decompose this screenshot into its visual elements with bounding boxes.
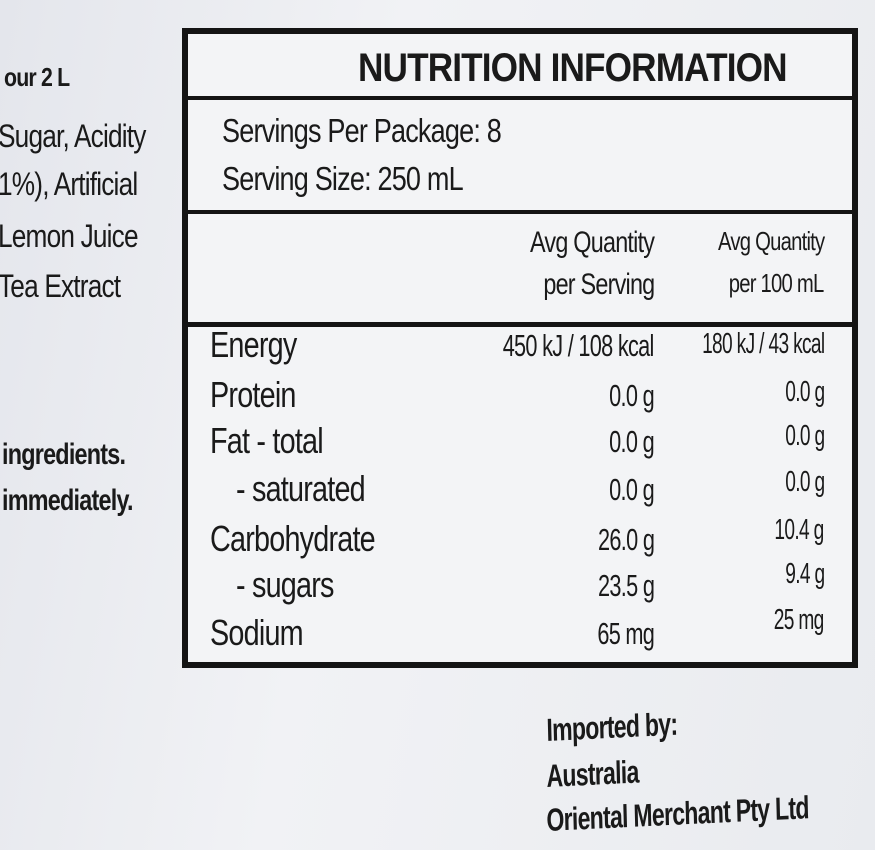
column-header: per 100 mL — [729, 268, 825, 298]
per-100ml-value: 25 mg — [774, 604, 825, 636]
column-header: per Serving — [542, 268, 655, 301]
nutrient-name: Energy — [210, 324, 297, 365]
serving-size: Serving Size: 250 mL — [222, 160, 464, 197]
per-100ml-value: 9.4 g — [784, 558, 825, 590]
nutrient-name: Fat - total — [210, 420, 324, 461]
rule — [188, 96, 852, 100]
nutrition-panel: NUTRITION INFORMATION Servings Per Packa… — [182, 28, 858, 668]
nutrient-name: - sugars — [236, 564, 334, 605]
column-header: Avg Quantity — [529, 226, 655, 259]
nutrient-name: Protein — [210, 374, 296, 415]
per-serving-value: 0.0 g — [609, 378, 654, 413]
per-serving-value: 26.0 g — [597, 522, 655, 557]
left-line: Sugar, Acidity — [0, 118, 146, 154]
per-serving-value: 23.5 g — [597, 568, 655, 603]
per-100ml-value: 180 kJ / 43 kcal — [701, 328, 825, 360]
importer-line: Oriental Merchant Pty Ltd — [546, 789, 810, 838]
left-line: 1%), Artificial — [0, 166, 138, 202]
left-line: Tea Extract — [0, 268, 121, 304]
per-100ml-value: 0.0 g — [784, 466, 825, 498]
per-100ml-value: 0.0 g — [784, 376, 825, 408]
rule — [188, 210, 852, 214]
rule — [188, 322, 852, 327]
nutrient-name: - saturated — [236, 468, 366, 509]
per-serving-value: 450 kJ / 108 kcal — [503, 328, 655, 363]
left-line: our 2 L — [4, 62, 70, 92]
importer-line: Imported by: — [546, 705, 678, 748]
per-100ml-value: 0.0 g — [784, 420, 825, 452]
panel-title: NUTRITION INFORMATION — [358, 46, 788, 90]
per-serving-value: 0.0 g — [609, 472, 654, 507]
importer-line: Australia — [546, 753, 639, 794]
per-serving-value: 65 mg — [597, 616, 655, 651]
nutrient-name: Carbohydrate — [210, 518, 376, 559]
left-line: Lemon Juice — [0, 218, 139, 254]
per-100ml-value: 10.4 g — [774, 514, 825, 546]
nutrient-name: Sodium — [210, 612, 304, 653]
left-note: immediately. — [2, 484, 133, 517]
column-header: Avg Quantity — [717, 226, 825, 256]
per-serving-value: 0.0 g — [609, 424, 654, 459]
servings-per-package: Servings Per Package: 8 — [222, 112, 502, 149]
left-note: ingredients. — [2, 438, 126, 471]
